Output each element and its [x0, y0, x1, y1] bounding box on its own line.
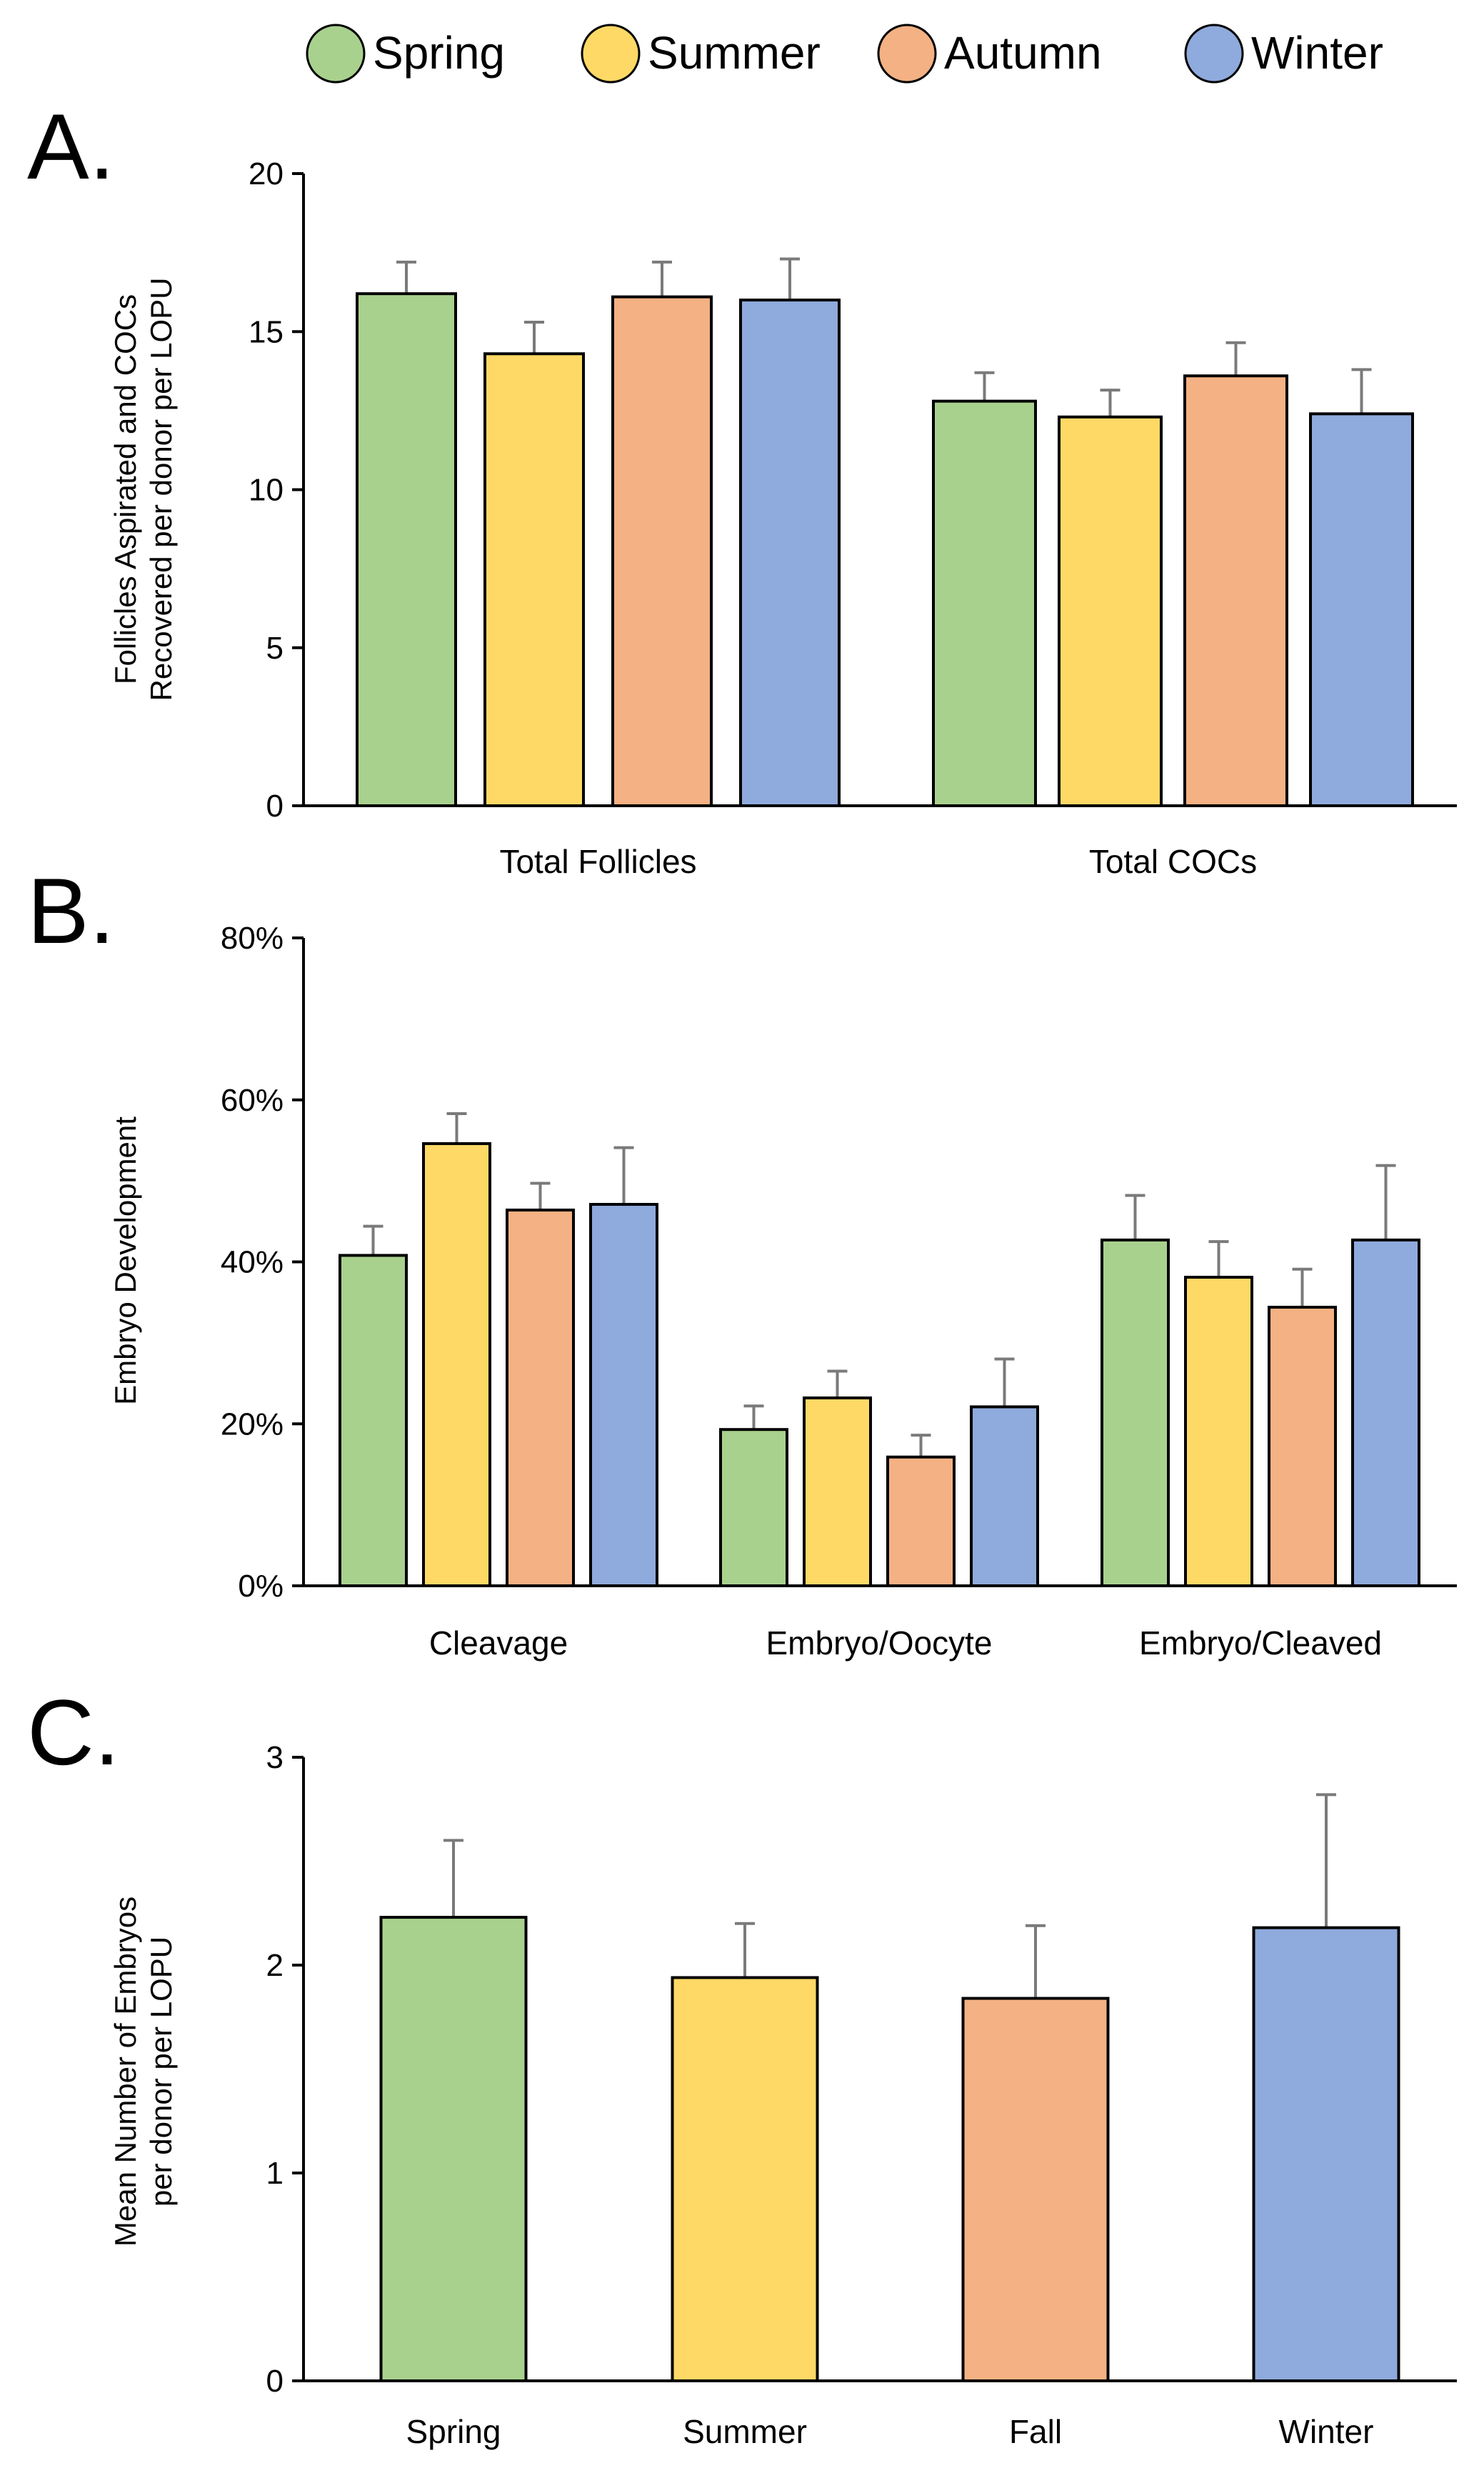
panel-a-total-cocs-summer-bar [1058, 415, 1163, 807]
legend-swatch-autumn [877, 24, 937, 84]
panel-c-winter-bar [1252, 1926, 1400, 2383]
panel-a-total-follicles-summer-bar [483, 352, 585, 808]
panel-a-y-tick-label: 20 [249, 156, 284, 191]
panel-b-embryo-cleaved-summer-bar [1184, 1276, 1253, 1587]
panel-a-y-tick-label: 0 [266, 789, 284, 824]
legend: Spring Summer Autumn Winter [306, 24, 1383, 84]
panel-a-y-axis-label-line-2: Recovered per donor per LOPU [144, 278, 178, 701]
panel-b-category-label: Embryo/Oocyte [766, 1624, 993, 1662]
panel-b-chart: B. Embryo Development 0% 20% 40% 60% 80% Cleava… [27, 859, 1457, 1662]
panel-b-y-tick-label: 20% [221, 1407, 284, 1442]
panel-c-category-label: Winter [1279, 2413, 1374, 2450]
panel-c-category-label: Summer [683, 2413, 807, 2450]
panel-a-y-tick-label: 10 [249, 473, 284, 508]
panel-b-letter: B. [27, 859, 115, 963]
panel-c-chart: C. Mean Number of Embryos per donor per LO… [27, 1680, 1457, 2450]
panel-b-embryo-oocyte-spring-bar [719, 1428, 788, 1588]
panel-c-summer-bar [671, 1976, 819, 2382]
panel-b-cleavage-winter-bar [589, 1203, 658, 1588]
panel-a-chart: A. Follicles Aspirated and COCs Recovered … [27, 94, 1457, 880]
panel-c-y-axis-label-line-1: Mean Number of Embryos [109, 1897, 142, 2247]
panel-c-category-label: Spring [406, 2413, 501, 2450]
panel-a-total-follicles-winter-bar [739, 299, 841, 807]
panel-b-cleavage-autumn-bar [506, 1208, 575, 1587]
panel-a-total-cocs-autumn-bar [1183, 374, 1288, 807]
panel-c-spring-bar [379, 1916, 528, 2383]
panel-b-cleavage-spring-bar [339, 1254, 408, 1588]
panel-c-y-tick-label: 3 [266, 1740, 284, 1775]
panel-b-category-label: Embryo/Cleaved [1139, 1624, 1382, 1662]
legend-label-spring: Spring [373, 27, 505, 79]
panel-c-y-tick-label: 1 [266, 2156, 284, 2191]
panel-a-category-label: Total COCs [1089, 843, 1257, 880]
panel-b-y-axis-label-line-1: Embryo Development [109, 1116, 142, 1405]
panel-b-embryo-oocyte-winter-bar [970, 1405, 1039, 1588]
panel-a-letter: A. [27, 94, 115, 199]
panel-b-embryo-cleaved-winter-bar [1351, 1238, 1420, 1588]
panel-a-total-cocs-winter-bar [1309, 412, 1414, 807]
panel-a-total-follicles-autumn-bar [611, 295, 713, 807]
panel-b-embryo-cleaved-spring-bar [1101, 1238, 1170, 1588]
panel-c-letter: C. [27, 1680, 120, 1784]
legend-label-autumn: Autumn [944, 27, 1102, 79]
panel-b-embryo-cleaved-autumn-bar [1268, 1305, 1337, 1587]
legend-swatch-summer [581, 24, 641, 84]
panel-a-y-axis-label-line-1: Follicles Aspirated and COCs [109, 294, 142, 684]
panel-a-y-tick-label: 15 [249, 314, 284, 349]
legend-swatch-spring [306, 24, 366, 84]
panel-a-total-follicles-spring-bar [356, 292, 457, 807]
panel-b-cleavage-summer-bar [422, 1141, 491, 1588]
panel-a-total-cocs-spring-bar [932, 399, 1037, 807]
panel-b-y-tick-label: 0% [238, 1569, 284, 1604]
legend-label-winter: Winter [1251, 27, 1383, 79]
panel-c-y-tick-label: 0 [266, 2364, 284, 2399]
panel-c-fall-bar [961, 1997, 1110, 2383]
panel-b-y-tick-label: 80% [221, 921, 284, 956]
panel-a-category-label: Total Follicles [499, 843, 696, 880]
panel-c-y-axis-label-line-2: per donor per LOPU [144, 1937, 178, 2207]
panel-b-embryo-oocyte-summer-bar [803, 1396, 872, 1587]
legend-swatch-winter [1184, 24, 1244, 84]
panel-a-y-tick-label: 5 [266, 631, 284, 666]
panel-b-y-tick-label: 60% [221, 1083, 284, 1118]
panel-b-category-label: Cleavage [429, 1624, 568, 1662]
panel-c-y-tick-label: 2 [266, 1948, 284, 1983]
panel-b-embryo-oocyte-autumn-bar [886, 1455, 956, 1588]
panel-c-category-label: Fall [1009, 2413, 1062, 2450]
panel-b-y-tick-label: 40% [221, 1245, 284, 1280]
legend-label-summer: Summer [648, 27, 821, 79]
